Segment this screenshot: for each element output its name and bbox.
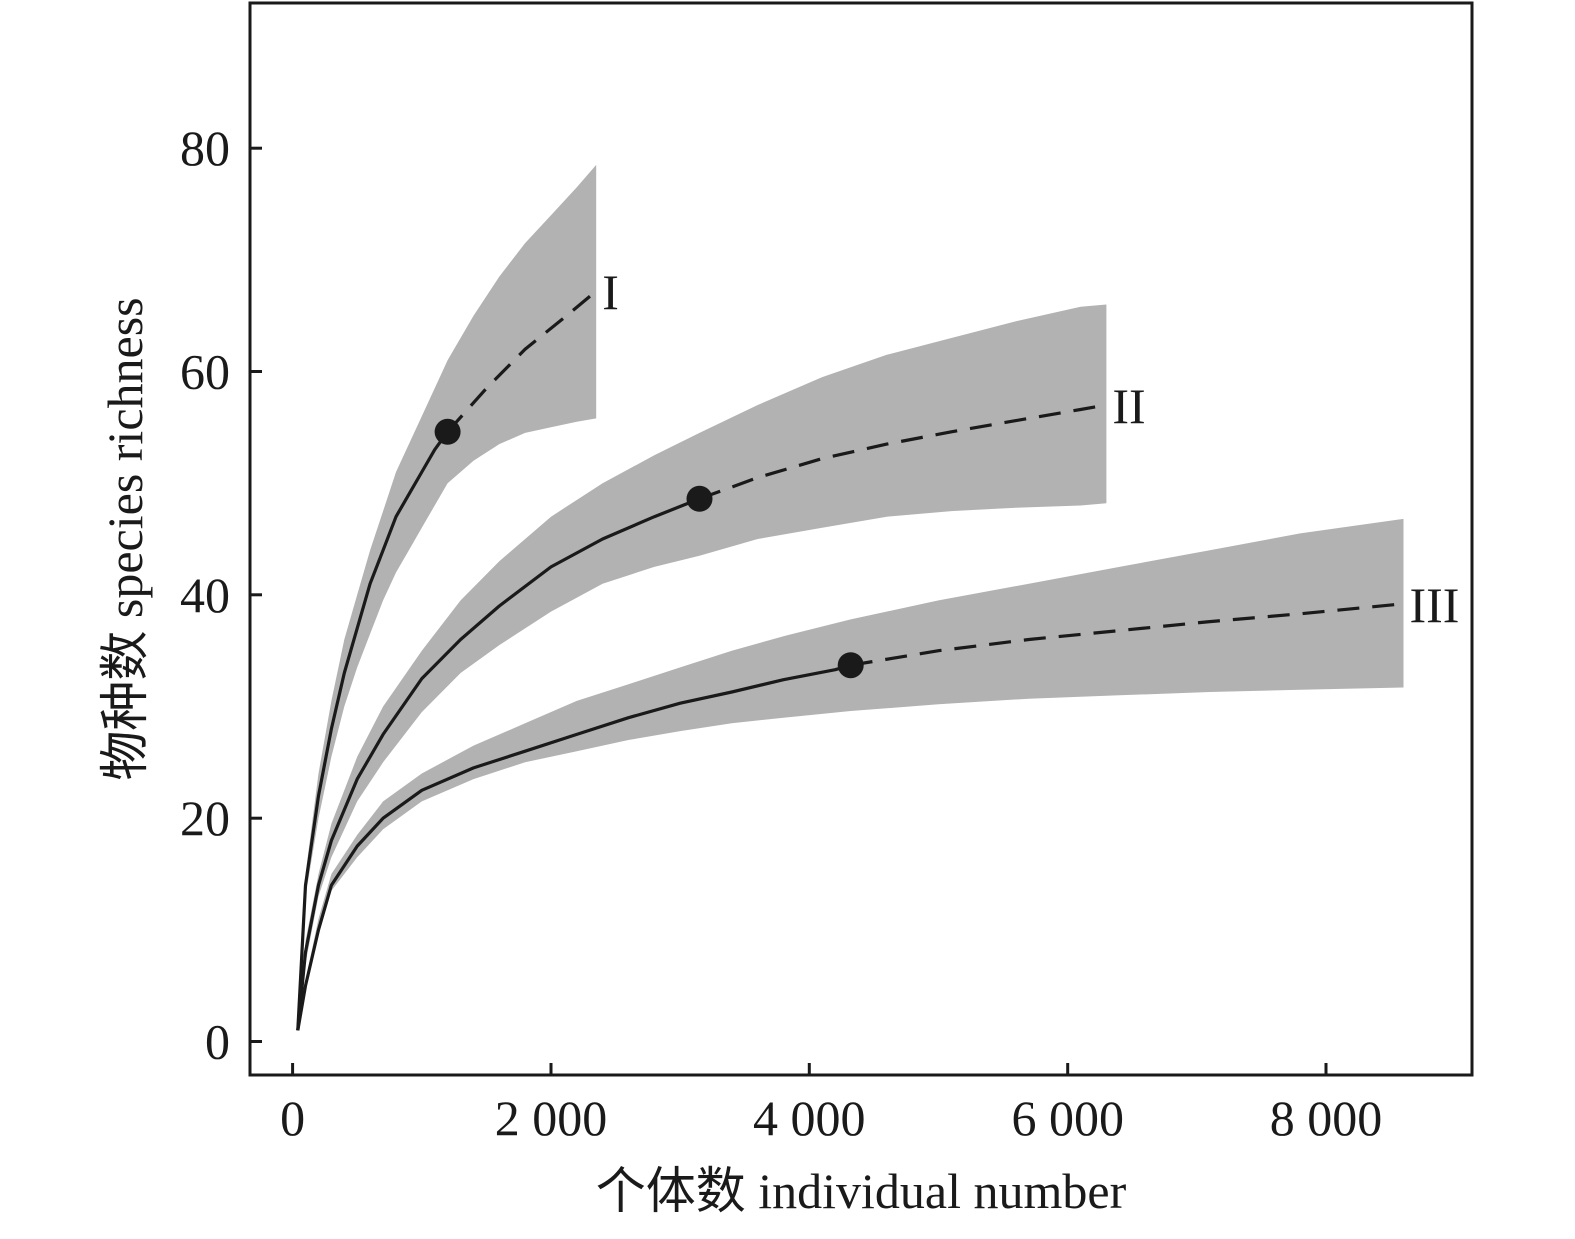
x-tick-label: 4 000 (753, 1090, 866, 1146)
x-tick-label: 6 000 (1011, 1090, 1124, 1146)
series-ii-observed-line (296, 497, 701, 1031)
series-i-observed-line (296, 430, 449, 1031)
plot-area-border (248, 1, 1474, 1077)
series-ii-confidence-band (297, 304, 1107, 1031)
x-tick-label: 2 000 (495, 1090, 608, 1146)
x-tick-label: 0 (280, 1090, 305, 1146)
y-tick-label: 20 (180, 790, 230, 846)
series-i-confidence-band (297, 164, 597, 1031)
y-tick-label: 60 (180, 344, 230, 400)
series-i-label: I (602, 264, 619, 320)
series-iii-confidence-band (297, 518, 1404, 1031)
y-axis-title: 物种数 species richness (97, 297, 153, 780)
series-iii-label: III (1410, 577, 1460, 633)
y-tick-label: 80 (180, 120, 230, 176)
confidence-bands (297, 164, 1404, 1031)
series-iii-extrapolated-line (850, 602, 1404, 667)
y-tick-label: 40 (180, 567, 230, 623)
axis-ticks: 0 2 000 4 000 6 000 8 000 0 20 40 60 80 (180, 120, 1382, 1146)
rarefaction-curves (296, 289, 1404, 1031)
series-ii-label: II (1112, 378, 1145, 434)
series-ii-reference-point (686, 485, 713, 512)
x-tick-label: 8 000 (1270, 1090, 1383, 1146)
plot-frame (248, 1, 1474, 1077)
series-i-reference-point (434, 418, 461, 445)
series-iii-reference-point (837, 652, 864, 679)
series-iii-observed-line (296, 663, 852, 1031)
x-axis-title: 个体数 individual number (596, 1163, 1127, 1219)
series-i-extrapolated-line (446, 289, 598, 433)
series-ii-extrapolated-line (698, 403, 1107, 501)
y-tick-label: 0 (205, 1014, 230, 1070)
